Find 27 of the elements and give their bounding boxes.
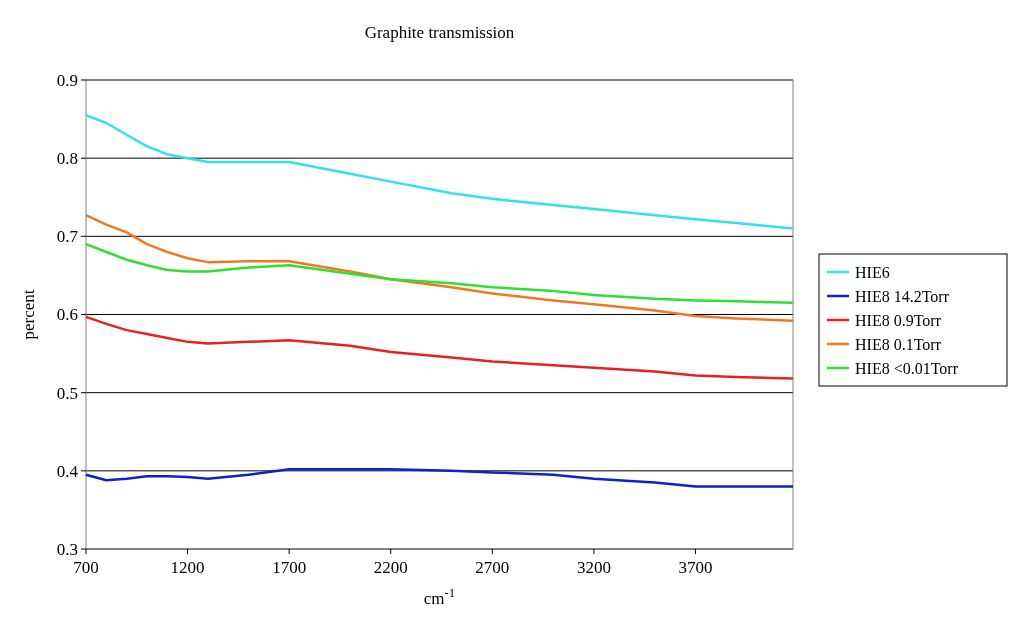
x-tick-label: 3200 xyxy=(576,558,611,577)
x-tick-label: 1700 xyxy=(272,558,307,577)
x-tick-label: 3700 xyxy=(678,558,713,577)
legend-label: HIE8 0.9Torr xyxy=(855,311,942,329)
legend-label: HIE8 14.2Torr xyxy=(855,287,950,305)
y-tick-label: 0.6 xyxy=(56,305,78,325)
y-tick-label: 0.4 xyxy=(56,461,79,481)
x-tick-label: 700 xyxy=(73,558,99,577)
chart-title: Graphite transmission xyxy=(364,23,515,42)
x-tick-label: 1200 xyxy=(170,558,205,577)
line-series xyxy=(84,468,795,488)
y-tick-label: 0.7 xyxy=(56,227,79,247)
x-tick-label: 2200 xyxy=(373,558,408,577)
line-series xyxy=(84,113,795,230)
x-axis-title: cm$^{-1}$ xyxy=(423,586,456,608)
legend-label: HIE8 <0.01Torr xyxy=(855,359,959,377)
y-tick-label: 0.9 xyxy=(56,70,78,90)
y-tick-label: 0.3 xyxy=(56,539,78,559)
x-tick-label: 2700 xyxy=(475,558,510,577)
line-series xyxy=(84,242,795,305)
legend-label: HIE8 0.1Torr xyxy=(855,335,942,353)
y-axis-title: percent xyxy=(19,289,38,340)
line-series xyxy=(84,213,795,322)
line-series xyxy=(84,315,795,380)
legend-label: HIE6 xyxy=(855,263,890,281)
y-tick-label: 0.5 xyxy=(56,383,78,403)
y-tick-label: 0.8 xyxy=(56,149,78,169)
